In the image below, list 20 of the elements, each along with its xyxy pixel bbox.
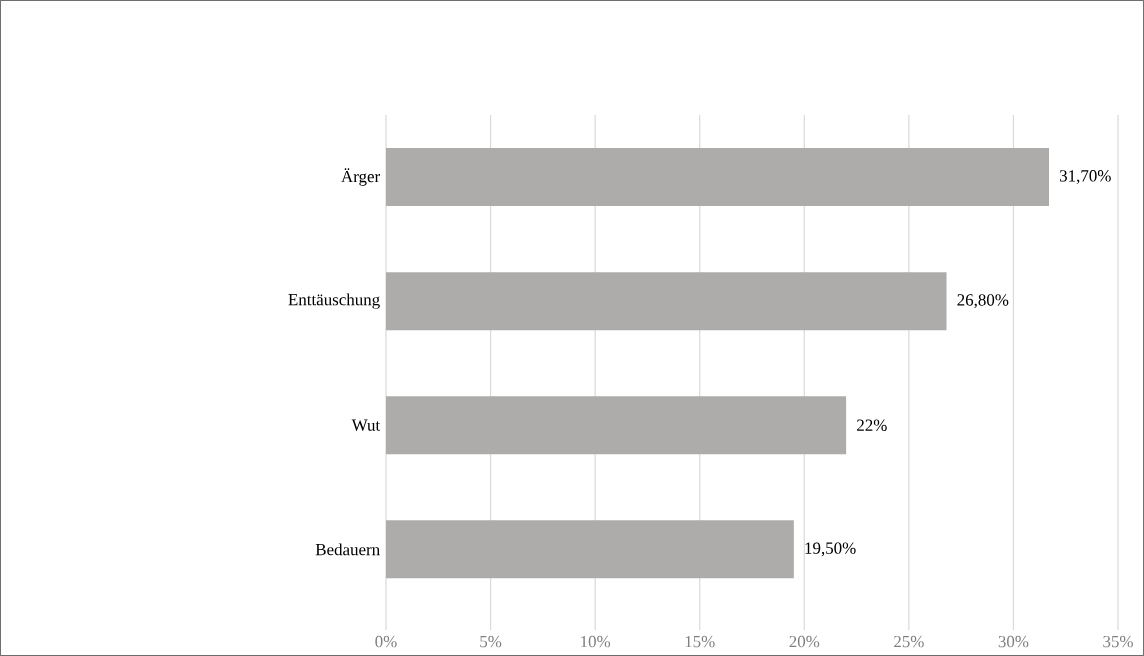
bar: [386, 272, 947, 331]
data-label: 19,50%: [805, 542, 856, 557]
x-tick-label: 30%: [998, 635, 1029, 648]
y-tick-label: Bedauern: [315, 543, 380, 556]
bar: [386, 396, 847, 455]
x-tick-label: 5%: [480, 635, 502, 648]
y-tick-label: Enttäuschung: [288, 293, 380, 309]
x-tick-label: 20%: [789, 635, 820, 648]
x-tick-label: 15%: [685, 635, 715, 648]
y-tick-label: Ärger: [341, 168, 380, 186]
data-label: 31,70%: [1060, 170, 1111, 184]
data-label: 22%: [857, 419, 887, 431]
x-tick-label: 0%: [375, 635, 397, 648]
bar: [386, 520, 794, 579]
data-label: 26,80%: [957, 294, 1009, 309]
x-tick-label: 25%: [894, 635, 924, 648]
x-tick-label: 10%: [581, 635, 611, 648]
x-tick-label: 35%: [1103, 635, 1133, 648]
bar: [386, 148, 1049, 207]
y-tick-label: Wut: [351, 419, 381, 431]
